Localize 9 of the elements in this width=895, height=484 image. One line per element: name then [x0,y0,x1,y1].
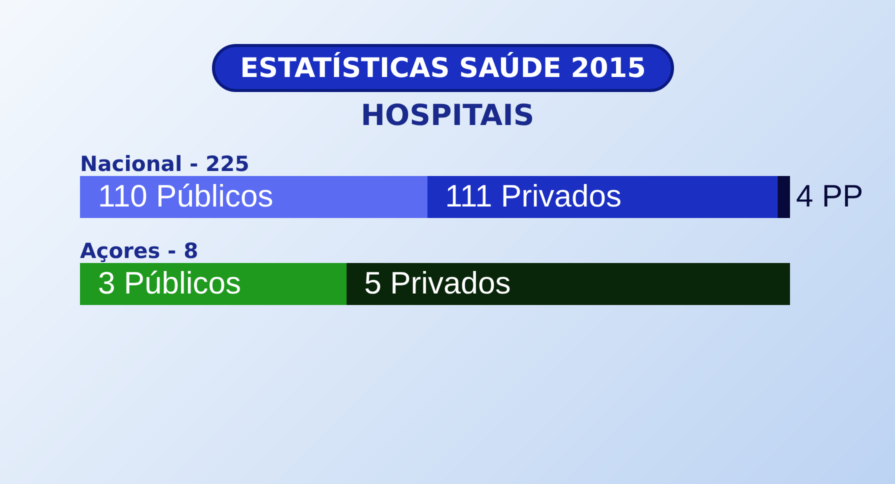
data-label: 5 Privados [364,266,511,301]
data-label: 4 PP [796,178,864,214]
chart-title: ESTATÍSTICAS SAÚDE 2015 [212,44,674,92]
data-label: 3 Públicos [98,266,242,301]
category-label: Açores - 8 [80,239,198,263]
chart-subtitle: HOSPITAIS [360,98,536,132]
category-label: Nacional - 225 [80,152,250,176]
data-label: 110 Públicos [98,178,274,214]
data-label: 111 Privados [445,178,622,214]
